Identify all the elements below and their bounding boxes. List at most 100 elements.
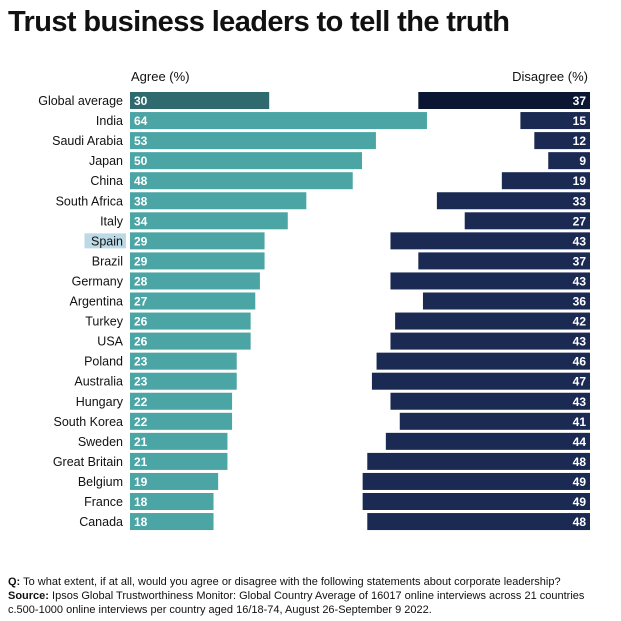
disagree-value-hungary: 43 xyxy=(573,395,587,409)
agree-value-great-britain: 21 xyxy=(134,455,148,469)
category-label-south-africa: South Africa xyxy=(56,194,123,208)
disagree-bar-brazil xyxy=(418,252,590,270)
disagree-value-sweden: 44 xyxy=(573,435,587,449)
disagree-value-france: 49 xyxy=(573,495,587,509)
disagree-axis-label: Disagree (%) xyxy=(512,69,588,84)
agree-value-india: 64 xyxy=(134,114,148,128)
category-label-belgium: Belgium xyxy=(78,475,123,489)
agree-bar-saudi-arabia xyxy=(130,132,376,150)
agree-value-china: 48 xyxy=(134,174,148,188)
category-label-japan: Japan xyxy=(89,154,123,168)
agree-value-saudi-arabia: 53 xyxy=(134,134,148,148)
disagree-bar-poland xyxy=(376,352,590,370)
source-note: Source: Ipsos Global Trustworthiness Mon… xyxy=(8,589,613,617)
agree-bar-turkey xyxy=(130,312,251,330)
disagree-value-spain: 43 xyxy=(573,234,587,248)
agree-bar-france xyxy=(130,493,214,510)
agree-value-japan: 50 xyxy=(134,154,148,168)
agree-value-canada: 18 xyxy=(134,515,148,529)
disagree-value-germany: 43 xyxy=(573,274,587,288)
question-label: Q: xyxy=(8,576,21,588)
highlight-marker-spain xyxy=(84,233,126,249)
agree-bar-south-korea xyxy=(130,412,233,430)
question-note: Q: To what extent, if at all, would you … xyxy=(8,575,613,589)
agree-value-germany: 28 xyxy=(134,274,148,288)
disagree-value-turkey: 42 xyxy=(573,315,587,329)
agree-bar-china xyxy=(130,172,353,190)
disagree-bar-sweden xyxy=(385,432,590,450)
category-label-australia: Australia xyxy=(74,375,123,389)
agree-value-spain: 29 xyxy=(134,234,148,248)
disagree-bar-germany xyxy=(390,272,590,290)
agree-bar-japan xyxy=(130,152,362,170)
agree-value-usa: 26 xyxy=(134,335,148,349)
agree-value-south-korea: 22 xyxy=(134,415,148,429)
disagree-value-india: 15 xyxy=(573,114,587,128)
category-label-india: India xyxy=(96,114,123,128)
category-label-italy: Italy xyxy=(100,214,124,228)
disagree-bar-spain xyxy=(390,232,590,250)
agree-value-australia: 23 xyxy=(134,375,148,389)
agree-value-italy: 34 xyxy=(134,214,148,228)
agree-bar-brazil xyxy=(130,252,265,270)
disagree-bar-usa xyxy=(390,332,590,350)
disagree-bar-south-africa xyxy=(436,192,590,210)
disagree-bar-saudi-arabia xyxy=(534,132,590,150)
agree-value-argentina: 27 xyxy=(134,295,148,309)
agree-bar-south-africa xyxy=(130,192,307,210)
agree-value-france: 18 xyxy=(134,495,148,509)
agree-bar-argentina xyxy=(130,292,256,310)
disagree-bar-south-korea xyxy=(399,412,590,430)
agree-bar-canada xyxy=(130,513,214,531)
agree-value-turkey: 26 xyxy=(134,315,148,329)
agree-bar-sweden xyxy=(130,432,228,450)
category-label-china: China xyxy=(90,174,123,188)
agree-bar-hungary xyxy=(130,392,233,410)
disagree-bar-global-average xyxy=(418,92,590,109)
agree-bar-india xyxy=(130,112,427,130)
disagree-value-china: 19 xyxy=(573,174,587,188)
disagree-value-south-africa: 33 xyxy=(573,194,587,208)
agree-bar-australia xyxy=(130,372,237,390)
source-label: Source: xyxy=(8,590,49,602)
agree-bar-poland xyxy=(130,352,237,370)
agree-bar-great-britain xyxy=(130,452,228,470)
disagree-bar-italy xyxy=(464,212,590,230)
disagree-value-global-average: 37 xyxy=(573,94,587,108)
disagree-value-belgium: 49 xyxy=(573,475,587,489)
category-label-brazil: Brazil xyxy=(92,254,123,268)
category-label-canada: Canada xyxy=(79,515,123,529)
disagree-bar-australia xyxy=(371,372,590,390)
agree-axis-label: Agree (%) xyxy=(131,69,190,84)
disagree-bar-japan xyxy=(548,152,590,170)
category-label-turkey: Turkey xyxy=(85,315,123,329)
disagree-bar-hungary xyxy=(390,392,590,410)
agree-value-poland: 23 xyxy=(134,355,148,369)
category-label-great-britain: Great Britain xyxy=(53,455,123,469)
bar-chart: Global average 30 37 India 64 15 Saudi Arabia 5… xyxy=(38,92,590,531)
disagree-value-saudi-arabia: 12 xyxy=(573,134,587,148)
agree-value-south-africa: 38 xyxy=(134,194,148,208)
category-label-global-average: Global average xyxy=(38,94,123,108)
agree-bar-global-average xyxy=(130,92,270,109)
category-label-france: France xyxy=(84,495,123,509)
category-label-poland: Poland xyxy=(84,355,123,369)
agree-value-belgium: 19 xyxy=(134,475,148,489)
disagree-value-argentina: 36 xyxy=(573,295,587,309)
category-label-usa: USA xyxy=(97,335,123,349)
disagree-value-australia: 47 xyxy=(573,375,587,389)
disagree-bar-france xyxy=(362,493,590,510)
disagree-value-japan: 9 xyxy=(579,154,586,168)
agree-bar-belgium xyxy=(130,472,219,490)
agree-bar-italy xyxy=(130,212,288,230)
category-label-germany: Germany xyxy=(72,274,124,288)
disagree-value-poland: 46 xyxy=(573,355,587,369)
disagree-bar-china xyxy=(501,172,590,190)
category-label-spain: Spain xyxy=(91,234,123,248)
disagree-bar-canada xyxy=(367,513,590,531)
disagree-bar-argentina xyxy=(422,292,590,310)
source-text: Ipsos Global Trustworthiness Monitor: Gl… xyxy=(8,590,585,616)
agree-value-global-average: 30 xyxy=(134,94,148,108)
disagree-value-great-britain: 48 xyxy=(573,455,587,469)
category-label-hungary: Hungary xyxy=(76,395,124,409)
